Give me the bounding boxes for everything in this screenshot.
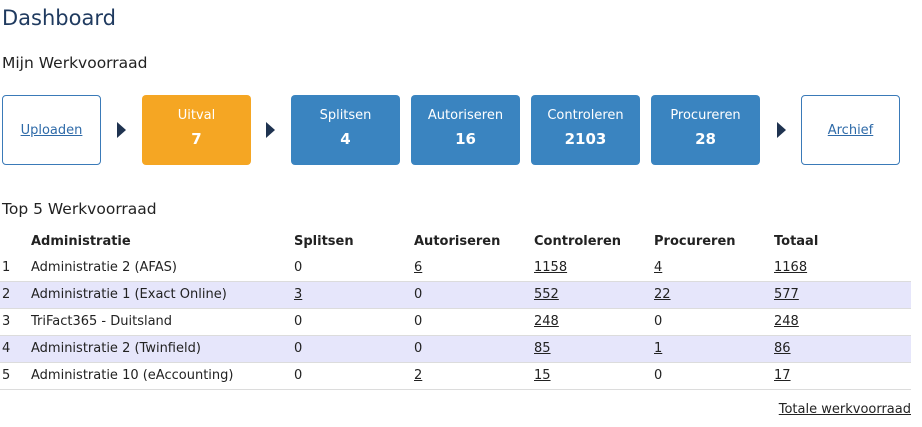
- row-administratie: Administratie 1 (Exact Online): [31, 281, 294, 309]
- table-row: 4 Administratie 2 (Twinfield) 0 0 85 1 8…: [0, 335, 911, 363]
- cell-totaal-link[interactable]: 1168: [774, 259, 808, 275]
- row-rank: 1: [0, 254, 31, 282]
- cell-totaal-link[interactable]: 17: [774, 368, 791, 383]
- column-header: Controleren: [534, 233, 622, 249]
- table-row: 1 Administratie 2 (AFAS) 0 6 1158 4 1168: [0, 254, 911, 282]
- cell-splitsen: 0: [294, 254, 414, 282]
- cell-procureren-link[interactable]: 22: [654, 287, 671, 302]
- column-header: Autoriseren: [414, 233, 501, 249]
- row-administratie: TriFact365 - Duitsland: [31, 308, 294, 336]
- cell-procureren: 0: [654, 308, 774, 336]
- total-werkvoorraad-link[interactable]: Totale werkvoorraad: [778, 402, 911, 417]
- step-controleren[interactable]: Controleren 2103: [531, 95, 640, 165]
- step-uitval[interactable]: Uitval 7: [142, 95, 251, 165]
- step-count: 16: [455, 130, 476, 148]
- cell-controleren-link[interactable]: 552: [534, 287, 559, 302]
- cell-controleren-link[interactable]: 248: [534, 314, 559, 329]
- step-autoriseren[interactable]: Autoriseren 16: [411, 95, 520, 165]
- werkvoorraad-title: Mijn Werkvoorraad: [2, 54, 148, 72]
- cell-controleren-link[interactable]: 15: [534, 368, 551, 383]
- row-rank: 2: [0, 281, 31, 309]
- workflow-pipeline: Uploaden Uitval 7 Splitsen 4 Autoriseren…: [2, 95, 912, 165]
- cell-totaal-link[interactable]: 248: [774, 314, 799, 329]
- step-label: Autoriseren: [427, 108, 504, 123]
- row-administratie: Administratie 2 (AFAS): [31, 254, 294, 282]
- cell-splitsen: 0: [294, 362, 414, 390]
- top5-table: Administratie Splitsen Autoriseren Contr…: [0, 228, 911, 390]
- cell-procureren-link[interactable]: 1: [654, 341, 663, 356]
- archive-link[interactable]: Archief: [827, 122, 874, 138]
- table-row: 5 Administratie 10 (eAccounting) 0 2 15 …: [0, 362, 911, 390]
- cell-splitsen: 0: [294, 335, 414, 363]
- cell-autoriseren: 0: [414, 281, 534, 309]
- step-count: 2103: [564, 130, 607, 148]
- column-header: Splitsen: [294, 233, 354, 249]
- table-row: 2 Administratie 1 (Exact Online) 3 0 552…: [0, 281, 911, 309]
- column-header: [0, 228, 31, 254]
- step-label: Controleren: [547, 108, 624, 123]
- column-header: Procureren: [654, 233, 736, 249]
- page-title: Dashboard: [2, 6, 116, 30]
- cell-totaal-link[interactable]: 577: [774, 287, 799, 302]
- arrow-right-icon: [777, 122, 786, 138]
- step-count: 4: [340, 130, 351, 148]
- cell-splitsen: 0: [294, 308, 414, 336]
- arrow-right-icon: [266, 122, 275, 138]
- step-splitsen[interactable]: Splitsen 4: [291, 95, 400, 165]
- row-administratie: Administratie 2 (Twinfield): [31, 335, 294, 363]
- cell-totaal-link[interactable]: 86: [774, 341, 791, 356]
- table-row: 3 TriFact365 - Duitsland 0 0 248 0 248: [0, 308, 911, 336]
- archive-button[interactable]: Archief: [801, 95, 900, 165]
- upload-button[interactable]: Uploaden: [2, 95, 101, 165]
- arrow-right-icon: [117, 122, 126, 138]
- column-header: Administratie: [31, 233, 131, 249]
- row-rank: 5: [0, 362, 31, 390]
- row-rank: 3: [0, 308, 31, 336]
- table-header-row: Administratie Splitsen Autoriseren Contr…: [0, 228, 911, 254]
- row-administratie: Administratie 10 (eAccounting): [31, 362, 294, 390]
- cell-procureren: 0: [654, 362, 774, 390]
- column-header: Totaal: [774, 233, 819, 249]
- row-rank: 4: [0, 335, 31, 363]
- cell-autoriseren-link[interactable]: 6: [414, 259, 423, 275]
- step-count: 7: [191, 130, 202, 148]
- cell-autoriseren-link[interactable]: 2: [414, 368, 423, 383]
- cell-controleren-link[interactable]: 85: [534, 341, 551, 356]
- top5-title: Top 5 Werkvoorraad: [2, 200, 157, 218]
- cell-procureren-link[interactable]: 4: [654, 259, 663, 275]
- step-label: Uitval: [177, 108, 216, 123]
- cell-splitsen-link[interactable]: 3: [294, 287, 303, 302]
- step-procureren[interactable]: Procureren 28: [651, 95, 760, 165]
- step-label: Procureren: [670, 108, 741, 123]
- upload-link[interactable]: Uploaden: [20, 122, 83, 138]
- cell-autoriseren: 0: [414, 308, 534, 336]
- cell-autoriseren: 0: [414, 335, 534, 363]
- cell-controleren-link[interactable]: 1158: [534, 259, 568, 275]
- step-label: Splitsen: [319, 108, 372, 123]
- step-count: 28: [695, 130, 716, 148]
